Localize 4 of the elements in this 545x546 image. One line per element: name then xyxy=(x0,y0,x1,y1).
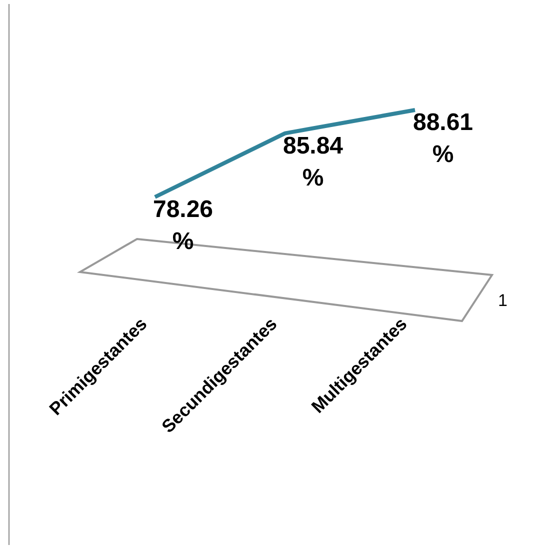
data-label: 85.84 % xyxy=(282,132,344,192)
data-label: 78.26 % xyxy=(152,196,214,255)
data-label: 88.61 % xyxy=(412,109,474,168)
text: 1 xyxy=(498,291,508,310)
